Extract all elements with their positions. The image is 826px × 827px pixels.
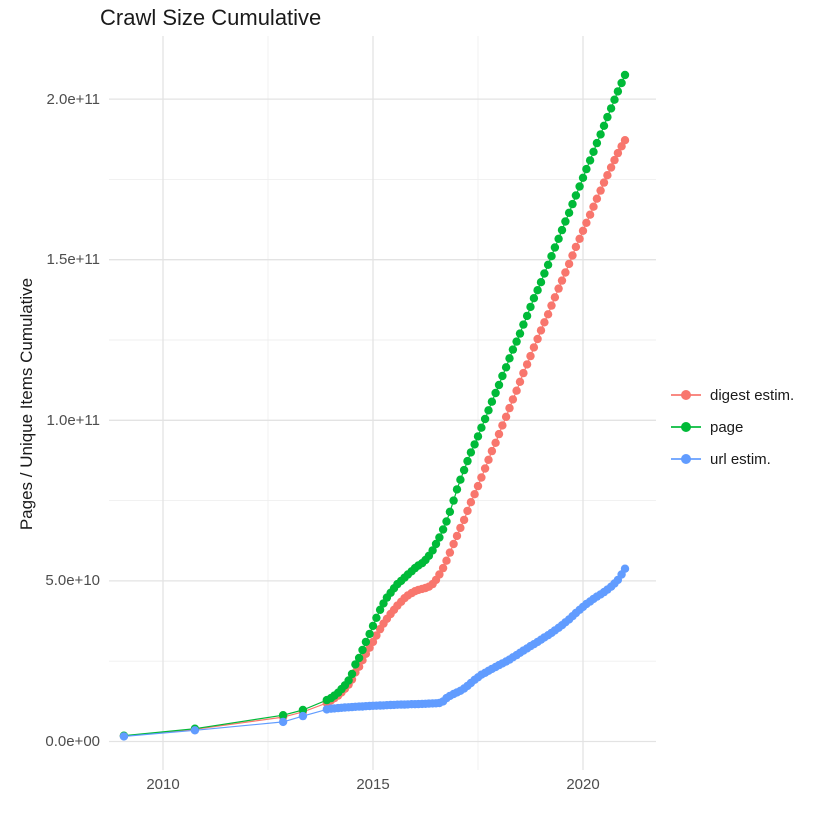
series-line-digest-estim- — [123, 139, 626, 737]
y-tick-label: 5.0e+10 — [45, 572, 100, 590]
legend-dot — [681, 454, 691, 464]
legend-label: url estim. — [710, 450, 771, 468]
series-line-url-estim- — [123, 568, 626, 737]
series-points-url-estim- — [119, 564, 630, 741]
legend-item: page — [671, 411, 794, 443]
grid-major — [109, 36, 656, 770]
legend-key-icon — [671, 421, 701, 433]
series-points-digest-estim- — [119, 136, 630, 741]
x-tick-label: 2020 — [566, 776, 600, 793]
y-tick-label: 2.0e+11 — [46, 90, 100, 108]
legend-item: digest estim. — [671, 379, 794, 411]
legend-item: url estim. — [671, 443, 794, 475]
chart-title: Crawl Size Cumulative — [100, 5, 322, 30]
y-tick-label: 0.0e+00 — [45, 733, 100, 750]
legend-dot — [681, 390, 691, 400]
x-tick-label: 2010 — [146, 776, 180, 793]
y-tick-label: 1.5e+11 — [46, 251, 100, 269]
legend: digest estim. page url estim. — [671, 379, 794, 475]
legend-key-icon — [671, 389, 701, 401]
grid-minor — [109, 36, 656, 770]
series-points-page — [119, 70, 630, 740]
legend-dot — [681, 422, 691, 432]
legend-label: digest estim. — [710, 386, 795, 404]
y-axis-title: Pages / Unique Items Cumulative — [17, 277, 36, 531]
y-tick-label: 1.0e+11 — [46, 411, 100, 429]
legend-key-icon — [671, 453, 701, 465]
legend-label: page — [710, 418, 744, 436]
x-tick-label: 2015 — [356, 776, 390, 793]
